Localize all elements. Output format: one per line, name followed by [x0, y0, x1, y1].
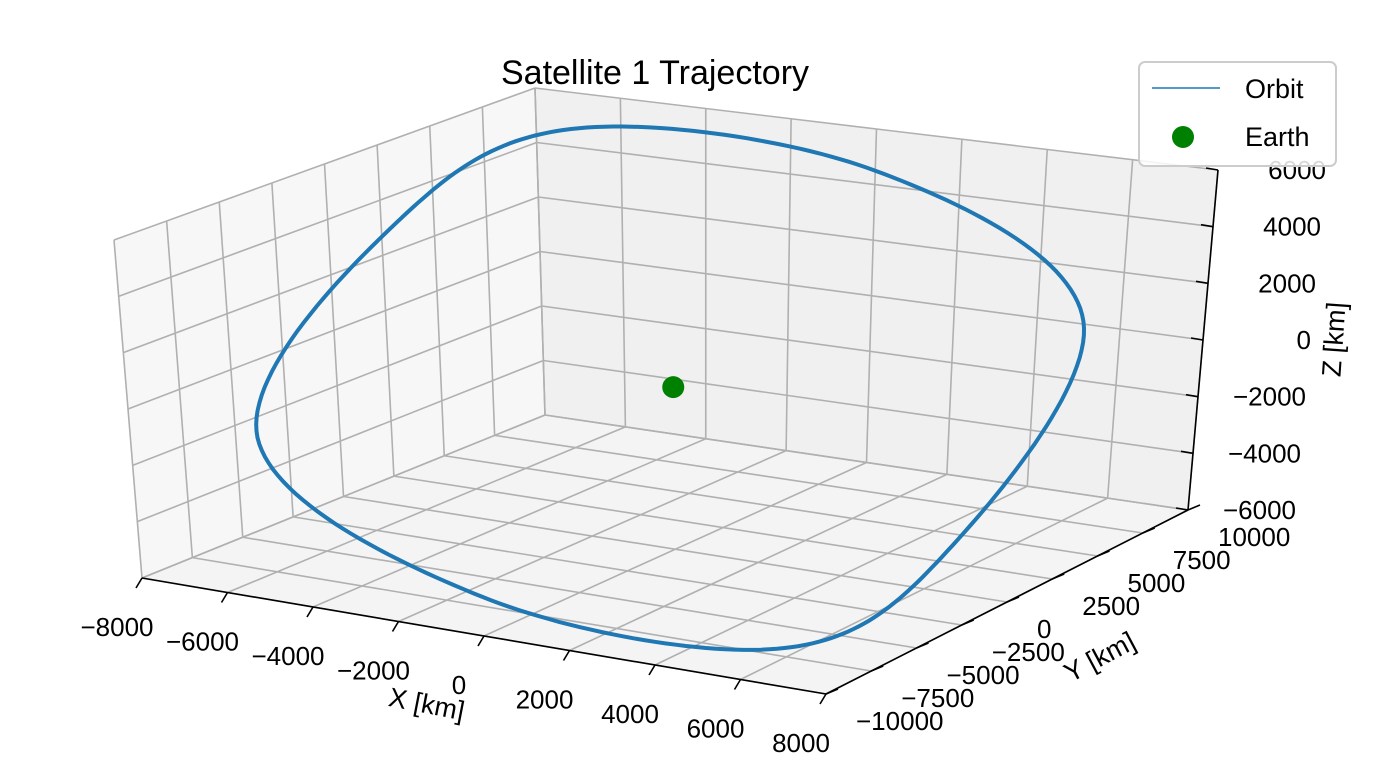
grid-line	[539, 250, 1204, 341]
tick-labels: −8000 −6000 −4000 −2000 0 2000 4000 6000 8000 −10…	[80, 155, 1326, 758]
x-tick-label: 0	[452, 670, 466, 700]
earth-point	[662, 376, 685, 399]
y-tick-label: −2500	[992, 637, 1065, 667]
grid-line	[127, 250, 541, 410]
grid-line	[123, 196, 539, 354]
y-tick	[1051, 573, 1065, 580]
orbit-series	[254, 124, 1087, 652]
y-tick-label: −10000	[856, 706, 943, 736]
x-tick-label: 8000	[772, 728, 830, 758]
x-tick-label: 2000	[516, 685, 574, 715]
grid-line	[137, 359, 544, 523]
legend-orbit-label: Orbit	[1245, 74, 1304, 104]
left-pane	[114, 88, 545, 578]
earth-series	[662, 376, 685, 399]
x-tick	[562, 650, 571, 661]
y-tick-label: −7500	[901, 683, 974, 713]
x-tick	[648, 664, 656, 676]
y-tick-label: 10000	[1218, 522, 1290, 552]
legend-earth-label: Earth	[1245, 122, 1310, 152]
y-tick	[916, 642, 929, 649]
z-tick	[1195, 280, 1209, 285]
chart-title: Satellite 1 Trajectory	[501, 54, 809, 92]
y-tick	[1006, 596, 1020, 603]
z-tick-label: 2000	[1258, 268, 1316, 298]
z-tick-label: −6000	[1223, 495, 1296, 525]
y-tick	[1142, 527, 1156, 534]
tick-marks	[135, 167, 1219, 705]
y-tick	[961, 619, 975, 626]
x-tick	[306, 606, 314, 618]
z-tick	[1190, 337, 1204, 341]
z-tick	[1180, 450, 1194, 455]
y-tick	[870, 665, 884, 672]
grid-line	[393, 475, 1053, 580]
grid-line	[141, 414, 546, 579]
grid-line	[242, 536, 917, 649]
grid-line	[343, 495, 1008, 603]
grid-line	[118, 141, 537, 298]
grid-line	[534, 87, 1219, 171]
orbit-line	[254, 124, 1087, 652]
grid-line	[544, 414, 1189, 511]
grid-line	[444, 454, 1098, 557]
x-tick	[733, 679, 742, 690]
y-axis-label: Y [km]	[1059, 626, 1140, 688]
grid-line	[536, 141, 1214, 228]
z-tick-label: 0	[1297, 325, 1311, 355]
y-tick-label: 2500	[1082, 591, 1140, 621]
z-tick	[1175, 507, 1189, 511]
y-tick-label: 7500	[1173, 545, 1231, 575]
x-tick-label: −8000	[80, 612, 153, 642]
y-tick-label: 0	[1037, 614, 1051, 644]
x-tick	[135, 577, 143, 589]
x-tick	[220, 592, 229, 603]
y-tick	[825, 688, 839, 695]
grid-line	[541, 305, 1199, 398]
z-tick-label: −2000	[1233, 382, 1306, 412]
grid-line	[132, 305, 542, 467]
legend: Orbit Earth	[1138, 61, 1337, 167]
grid-line	[113, 87, 536, 241]
y-tick	[1097, 550, 1110, 557]
x-tick	[391, 621, 400, 632]
x-tick-label: −6000	[166, 627, 239, 657]
y-tick-label: 5000	[1128, 568, 1186, 598]
z-tick	[1205, 167, 1219, 171]
grid-line	[543, 359, 1194, 455]
y-tick	[1187, 504, 1201, 511]
grid-line	[292, 516, 962, 626]
z-tick-label: 4000	[1263, 212, 1321, 242]
z-tick	[1200, 223, 1214, 228]
grid-line	[538, 196, 1209, 285]
x-tick-label: −4000	[251, 641, 324, 671]
z-tick	[1185, 393, 1199, 398]
grid-line	[494, 434, 1143, 534]
x-tick-label: 6000	[687, 714, 745, 744]
legend-earth-swatch	[1172, 126, 1194, 148]
x-tick	[819, 693, 827, 705]
x-tick	[477, 635, 485, 647]
z-tick-label: −4000	[1228, 438, 1301, 468]
x-tick-label: −2000	[337, 656, 410, 686]
z-axis-label: Z [km]	[1316, 301, 1351, 378]
y-tick-label: −5000	[947, 660, 1020, 690]
x-tick-label: 4000	[601, 699, 659, 729]
